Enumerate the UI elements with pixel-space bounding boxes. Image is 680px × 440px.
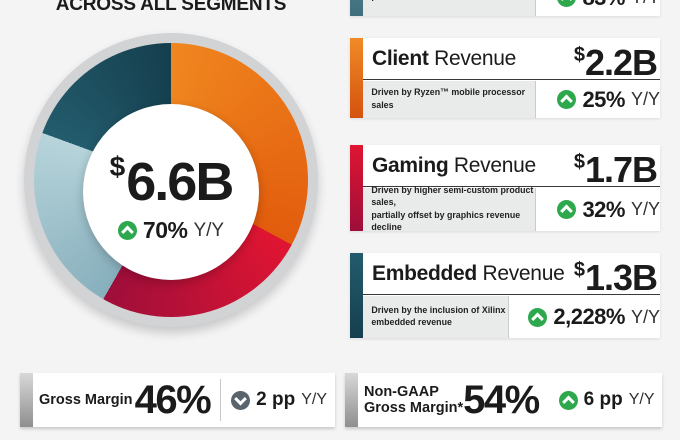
revenue-card-embedded: Embedded Revenue $1.3B Driven by the inc… xyxy=(350,253,660,338)
card-value: $1.7B xyxy=(573,148,658,190)
chevron-up-icon xyxy=(560,94,574,108)
card-title: Embedded Revenue xyxy=(372,261,565,285)
growth-percent: 2,228% xyxy=(553,304,625,329)
growth-percent: 32% xyxy=(582,196,625,222)
total-revenue-value: $6.6B xyxy=(109,151,235,212)
up-arrow-badge xyxy=(528,307,548,327)
margin-delta: 2 pp Y/Y xyxy=(231,389,327,411)
growth-percent: 83% xyxy=(582,0,625,11)
chevron-up-icon xyxy=(560,204,574,218)
vertical-divider xyxy=(220,379,222,421)
growth-period: Y/Y xyxy=(630,89,660,109)
total-growth: 70% Y/Y xyxy=(117,217,225,244)
growth-percent: 25% xyxy=(582,86,625,112)
chevron-up-icon xyxy=(531,312,545,325)
down-arrow-badge xyxy=(231,390,251,410)
chevron-up-icon xyxy=(560,0,574,6)
section-title: ACROSS ALL SEGMENTS xyxy=(55,0,287,15)
up-arrow-badge xyxy=(557,0,577,7)
chevron-up-icon xyxy=(561,395,575,408)
margin-label: Gross Margin xyxy=(39,392,133,408)
card-description: Driven by Ryzen™ mobile processor sales xyxy=(363,81,537,118)
accent-bar xyxy=(345,373,358,427)
currency-symbol: $ xyxy=(109,151,126,182)
card-title-row: Gaming Revenue $1.7B xyxy=(363,145,660,187)
card-title: Gaming Revenue xyxy=(372,153,536,177)
card-growth-zone: 83% Y/Y xyxy=(549,0,660,16)
revenue-card-gaming: Gaming Revenue $1.7B Driven by higher se… xyxy=(350,145,660,233)
margin-value: 46% xyxy=(134,378,212,422)
card-title-row: Client Revenue $2.2B xyxy=(363,38,660,80)
card-title: Client Revenue xyxy=(372,46,517,70)
growth-percent: 70% xyxy=(142,217,188,243)
card-growth-zone: 2,228% Y/Y xyxy=(520,296,660,338)
donut-center: $6.6B 70% Y/Y xyxy=(83,104,259,280)
growth-period: Y/Y xyxy=(193,219,225,241)
growth-period: Y/Y xyxy=(631,0,660,8)
chevron-down-icon xyxy=(234,392,248,405)
currency-symbol: $ xyxy=(573,150,585,173)
up-arrow-badge xyxy=(557,90,577,109)
growth-period: Y/Y xyxy=(630,199,660,219)
card-description: Driven by the inclusion of Xilinx embedd… xyxy=(363,296,510,338)
accent-bar xyxy=(350,253,363,338)
up-arrow-badge xyxy=(558,390,578,410)
card-value: $2.2B xyxy=(573,41,658,83)
margin-label: Non-GAAP Gross Margin* xyxy=(364,384,464,416)
up-arrow-badge xyxy=(117,221,137,240)
card-sub-row: Driven by the inclusion of Xilinx embedd… xyxy=(363,296,660,338)
accent-bar xyxy=(350,0,363,16)
card-sub-row: Driven by higher semi-custom product sal… xyxy=(363,185,660,233)
card-growth-zone: 25% Y/Y xyxy=(549,81,660,118)
currency-symbol: $ xyxy=(573,43,585,66)
non-gaap-gross-margin-card: Non-GAAP Gross Margin* 54% 6 pp Y/Y xyxy=(345,373,662,427)
margin-value: 54% xyxy=(463,378,540,422)
card-description: Driven by higher semi-custom product sal… xyxy=(363,185,537,233)
card-sub-row: Driven by Ryzen™ mobile processor sales … xyxy=(363,81,660,118)
margin-delta: 6 pp Y/Y xyxy=(558,389,655,411)
card-growth-zone: 32% Y/Y xyxy=(549,188,660,231)
accent-bar xyxy=(20,373,33,427)
gross-margin-card: Gross Margin 46% 2 pp Y/Y xyxy=(20,373,335,427)
growth-period: Y/Y xyxy=(630,306,660,327)
card-value: $1.3B xyxy=(573,256,658,298)
currency-symbol: $ xyxy=(573,258,585,281)
card-title-row: Embedded Revenue $1.3B xyxy=(363,253,660,295)
revenue-card-client: Client Revenue $2.2B Driven by Ryzen™ mo… xyxy=(350,38,660,118)
up-arrow-badge xyxy=(557,200,577,219)
accent-bar xyxy=(350,145,363,231)
chevron-up-icon xyxy=(121,225,134,239)
accent-bar xyxy=(350,38,363,118)
